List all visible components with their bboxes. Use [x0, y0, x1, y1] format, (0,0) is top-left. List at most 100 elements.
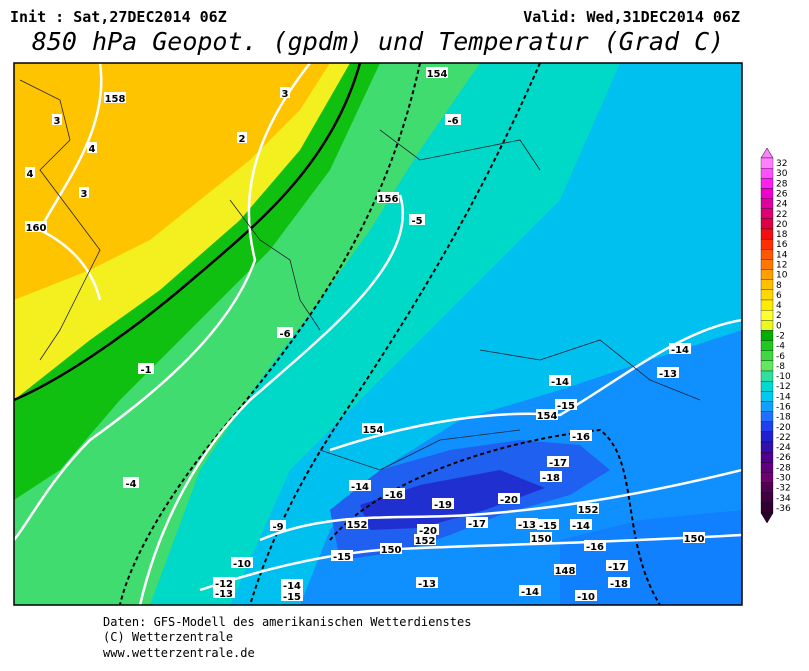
colorbar-label: -28 [776, 463, 791, 473]
footer-copyright: (C) Wetterzentrale [103, 630, 233, 644]
colorbar-cell [760, 340, 774, 351]
contour-label: 2 [239, 134, 246, 145]
height-contour [329, 318, 742, 452]
label-box [213, 587, 235, 598]
colorbar-cell [760, 451, 774, 463]
contour-label: 4 [27, 169, 34, 180]
colorbar-label: 8 [776, 281, 782, 291]
label-box [414, 534, 436, 545]
contour-label: -1 [140, 365, 151, 376]
colorbar-label: 0 [776, 321, 782, 331]
colorbar-cell [760, 320, 774, 331]
contour-label: -14 [551, 377, 569, 388]
colorbar-label: -22 [776, 433, 791, 443]
contour-label: 152 [578, 505, 599, 516]
colorbar-cell [760, 259, 774, 270]
colorbar-cell [760, 208, 774, 220]
label-box [138, 363, 154, 374]
colorbar-cell [760, 198, 774, 209]
footer-url: www.wetterzentrale.de [103, 646, 255, 660]
colorbar-label: 20 [776, 220, 788, 230]
label-box [516, 518, 538, 529]
colorbar-label: -16 [776, 403, 791, 413]
contour-label: -15 [557, 401, 575, 412]
colorbar-label: 28 [776, 179, 788, 189]
contour-label: -15 [539, 521, 557, 532]
contour-label: -16 [586, 542, 604, 553]
label-box [409, 214, 425, 225]
colorbar-label: 16 [776, 240, 788, 250]
colorbar-label: 10 [776, 271, 788, 281]
colorbar-label: -36 [776, 504, 791, 514]
label-box [547, 456, 569, 467]
label-box [530, 532, 552, 543]
height-contour [138, 194, 404, 605]
contour-label: 152 [347, 520, 368, 531]
colorbar-cell [760, 157, 774, 169]
contour-label: 154 [427, 69, 448, 80]
label-box [417, 524, 439, 535]
contour-label: -14 [572, 521, 590, 532]
init-time: Init : Sat,27DEC2014 06Z [10, 8, 227, 26]
contour-label: -15 [283, 592, 301, 603]
contour-label: 156 [378, 194, 399, 205]
label-box [445, 114, 461, 125]
label-box [570, 519, 592, 530]
colorbar-cell [760, 279, 774, 291]
contour-label: -16 [385, 490, 403, 501]
label-box [498, 493, 520, 504]
colorbar-cell [760, 167, 774, 179]
contour-label: 150 [381, 545, 402, 556]
contour-label: -18 [610, 579, 628, 590]
contour-label: -10 [233, 559, 251, 570]
colorbar-label: -24 [776, 443, 791, 453]
contour-label: 3 [282, 89, 289, 100]
colorbar-cell [760, 492, 774, 504]
label-box [584, 540, 606, 551]
label-box [231, 557, 253, 568]
contour-label: 150 [684, 534, 705, 545]
contour-label: -15 [333, 552, 351, 563]
label-box [540, 471, 562, 482]
contour-label: -13 [518, 520, 536, 531]
contour-label: 154 [537, 411, 558, 422]
colorbar-cell [760, 411, 774, 422]
map-frame [13, 62, 743, 606]
contour-label: 160 [26, 223, 47, 234]
label-box [519, 585, 541, 596]
label-box [346, 518, 368, 529]
colorbar-label: 18 [776, 230, 788, 240]
contour-label: -17 [549, 458, 567, 469]
colorbar-label: -4 [776, 342, 785, 352]
label-box [554, 564, 576, 575]
label-box [575, 590, 597, 601]
colorbar-label: -20 [776, 423, 791, 433]
label-box [570, 430, 592, 441]
colorbar-cell [760, 502, 774, 514]
label-box [577, 503, 599, 514]
label-box [52, 114, 62, 125]
label-box [536, 409, 558, 420]
label-box [377, 192, 399, 203]
colorbar-label: -14 [776, 392, 791, 402]
height-contour [259, 468, 742, 542]
contour-label: 3 [81, 189, 88, 200]
contour-label: -12 [215, 579, 233, 590]
label-box [426, 67, 448, 78]
colorbar-label: 26 [776, 190, 788, 200]
colorbar-label: 6 [776, 291, 782, 301]
colorbar-cell [760, 431, 774, 443]
colorbar-cell [760, 238, 774, 250]
contour-label: 150 [531, 534, 552, 545]
label-box [349, 480, 371, 491]
colorbar-cell [760, 249, 774, 260]
height-contour [14, 63, 311, 541]
label-box [362, 423, 384, 434]
colorbar-cell [760, 188, 774, 199]
label-box [281, 590, 303, 601]
contour-label: -9 [272, 522, 283, 533]
isotherm [119, 63, 421, 605]
colorbar-label: -2 [776, 332, 785, 342]
